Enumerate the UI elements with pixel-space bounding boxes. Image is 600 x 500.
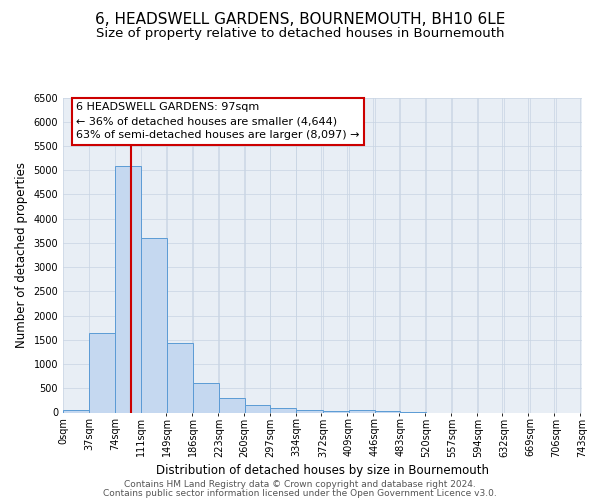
Bar bbox=[167, 343, 193, 412]
Bar bbox=[323, 410, 349, 412]
Bar bbox=[271, 408, 296, 412]
Bar bbox=[296, 410, 323, 412]
Text: 6, HEADSWELL GARDENS, BOURNEMOUTH, BH10 6LE: 6, HEADSWELL GARDENS, BOURNEMOUTH, BH10 … bbox=[95, 12, 505, 28]
Text: Size of property relative to detached houses in Bournemouth: Size of property relative to detached ho… bbox=[96, 28, 504, 40]
Bar bbox=[140, 238, 167, 412]
Y-axis label: Number of detached properties: Number of detached properties bbox=[15, 162, 28, 348]
Bar bbox=[349, 410, 374, 412]
Text: Contains HM Land Registry data © Crown copyright and database right 2024.: Contains HM Land Registry data © Crown c… bbox=[124, 480, 476, 489]
X-axis label: Distribution of detached houses by size in Bournemouth: Distribution of detached houses by size … bbox=[156, 464, 489, 477]
Text: Contains public sector information licensed under the Open Government Licence v3: Contains public sector information licen… bbox=[103, 488, 497, 498]
Bar bbox=[219, 398, 245, 412]
Bar bbox=[63, 410, 89, 412]
Bar bbox=[89, 332, 115, 412]
Text: 6 HEADSWELL GARDENS: 97sqm
← 36% of detached houses are smaller (4,644)
63% of s: 6 HEADSWELL GARDENS: 97sqm ← 36% of deta… bbox=[76, 102, 359, 140]
Bar bbox=[374, 411, 400, 412]
Bar bbox=[193, 383, 219, 412]
Bar bbox=[115, 166, 140, 412]
Bar bbox=[245, 406, 271, 412]
